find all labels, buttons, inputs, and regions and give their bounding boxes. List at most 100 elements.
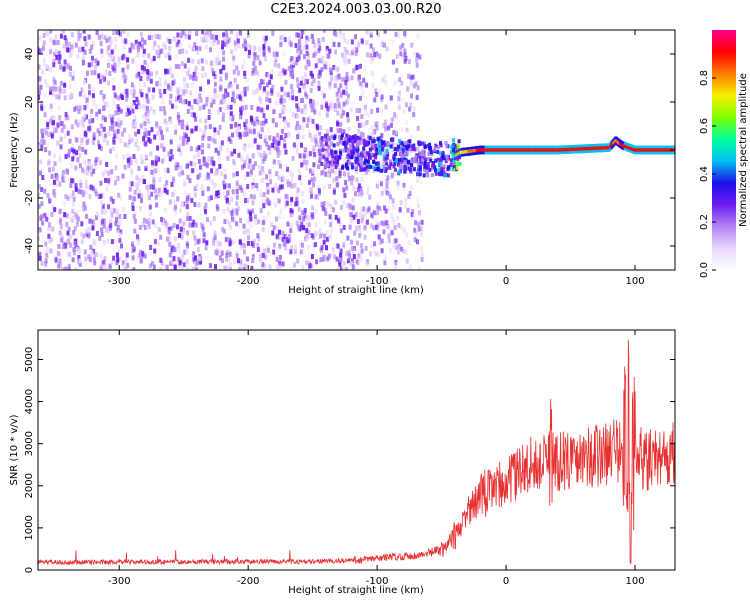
spectrogram-noise-point: [165, 236, 169, 242]
spectrogram-line-point: [436, 149, 440, 154]
spectrogram-noise-point: [67, 263, 71, 269]
spectrogram-noise-point: [43, 249, 47, 255]
spectrogram-noise-point: [365, 209, 369, 215]
spectrogram-noise-point: [392, 243, 396, 249]
spectrogram-noise-point: [179, 33, 183, 39]
spectrogram-line-point: [346, 166, 350, 171]
spectrogram-noise-point: [290, 183, 294, 189]
spectrogram-noise-point: [312, 176, 316, 182]
spectrogram-noise-point: [268, 264, 272, 270]
spectrogram-noise-point: [147, 184, 151, 190]
spectrogram-noise-point: [174, 162, 178, 167]
spectrogram-noise-point: [350, 75, 354, 81]
spectrogram-noise-point: [401, 43, 405, 49]
spectrogram-noise-point: [83, 131, 87, 137]
spectrogram-noise-point: [239, 259, 243, 265]
spectrogram-noise-point: [63, 95, 67, 101]
spectrogram-noise-point: [126, 262, 130, 268]
spectrogram-noise-point: [121, 260, 125, 266]
spectrogram-noise-point: [416, 196, 420, 202]
spectrogram-noise-point: [39, 159, 43, 165]
spectrogram-noise-point: [89, 244, 93, 250]
spectrogram-noise-point: [403, 32, 407, 38]
spectrogram-line-point: [396, 147, 400, 152]
spectrogram-noise-point: [257, 164, 261, 170]
spectrogram-noise-point: [49, 118, 53, 124]
spectrogram-noise-point: [345, 203, 349, 209]
spectrogram-noise-point: [137, 180, 141, 186]
spectrogram-line-point: [393, 147, 397, 151]
spectrogram-noise-point: [368, 251, 372, 257]
spectrogram-line-point: [344, 145, 348, 150]
spectrogram-noise-point: [137, 71, 141, 77]
spectrogram-noise-point: [83, 105, 87, 111]
spectrogram-line-point: [420, 157, 424, 162]
spectrogram-noise-point: [298, 43, 302, 49]
spectrogram-noise-point: [275, 171, 279, 177]
spectrogram-noise-point: [38, 64, 41, 70]
spectrogram-noise-point: [151, 261, 154, 266]
spectrogram-noise-point: [71, 143, 75, 149]
spectrogram-noise-point: [312, 182, 316, 188]
spectrogram-noise-point: [238, 239, 242, 245]
spectrogram-noise-point: [302, 225, 305, 231]
spectrogram-noise-point: [390, 213, 394, 218]
spectrogram-line-point: [379, 151, 383, 156]
spectrogram-noise-point: [253, 214, 257, 220]
spectrogram-noise-point: [102, 264, 106, 270]
spectrogram-noise-point: [248, 129, 252, 135]
spectrogram-noise-point: [259, 254, 262, 260]
spectrogram-noise-point: [190, 82, 194, 88]
spectrogram-noise-point: [287, 122, 290, 128]
spectrogram-noise-point: [278, 243, 282, 249]
spectrogram-noise-point: [214, 147, 218, 153]
spectrogram-noise-point: [360, 218, 364, 224]
spectrogram-noise-point: [130, 241, 134, 247]
spectrogram-noise-point: [278, 229, 281, 235]
spectrogram-noise-point: [320, 232, 324, 238]
spectrogram-noise-point: [314, 132, 318, 138]
spectrogram-noise-point: [412, 106, 416, 112]
spectrogram-line-point: [371, 144, 375, 148]
spectrogram-noise-point: [351, 197, 355, 203]
spectrogram-noise-point: [97, 157, 101, 163]
spectrogram-noise-point: [109, 39, 113, 45]
spectrogram-noise-point: [63, 43, 66, 49]
spectrogram-noise-point: [250, 265, 254, 270]
spectrogram-noise-point: [367, 113, 371, 118]
spectrogram-noise-point: [404, 102, 408, 108]
spectrogram-noise-point: [193, 235, 197, 241]
spectrogram-line-point: [438, 141, 442, 145]
spectrogram-noise-point: [71, 208, 75, 214]
spectrogram-noise-point: [295, 60, 298, 66]
spectrogram-noise-point: [42, 216, 46, 222]
spectrogram-noise-point: [224, 92, 228, 98]
spectrogram-noise-point: [305, 222, 308, 228]
spectrogram-line-point: [439, 166, 443, 171]
spectrogram-noise-point: [49, 103, 53, 109]
spectrogram-noise-point: [344, 80, 348, 86]
spectrogram-noise-point: [151, 219, 155, 225]
spectrogram-noise-point: [114, 238, 117, 244]
spectrogram-noise-point: [312, 162, 316, 168]
spectrogram-noise-point: [289, 249, 293, 255]
spectrogram-line-point: [383, 154, 387, 159]
spectrogram-noise-point: [310, 33, 314, 39]
spectrogram-noise-point: [115, 30, 119, 35]
spectrogram-line-point: [428, 142, 432, 147]
spectrogram-noise-point: [366, 190, 369, 196]
spectrogram-noise-point: [213, 131, 217, 137]
spectrogram-line-point: [333, 155, 337, 160]
spectrogram-noise-point: [128, 180, 132, 186]
spectrogram-line-point: [411, 146, 415, 151]
spectrogram-noise-point: [325, 46, 329, 51]
spectrogram-noise-point: [302, 117, 306, 123]
spectrogram-noise-point: [181, 229, 185, 235]
spectrogram-noise-point: [222, 112, 226, 118]
spectrogram-noise-point: [163, 187, 167, 193]
spectrogram-noise-point: [415, 230, 419, 236]
spectrogram-line-point: [336, 142, 340, 146]
spectrogram-noise-point: [70, 163, 73, 169]
spectrogram-noise-point: [380, 238, 384, 244]
